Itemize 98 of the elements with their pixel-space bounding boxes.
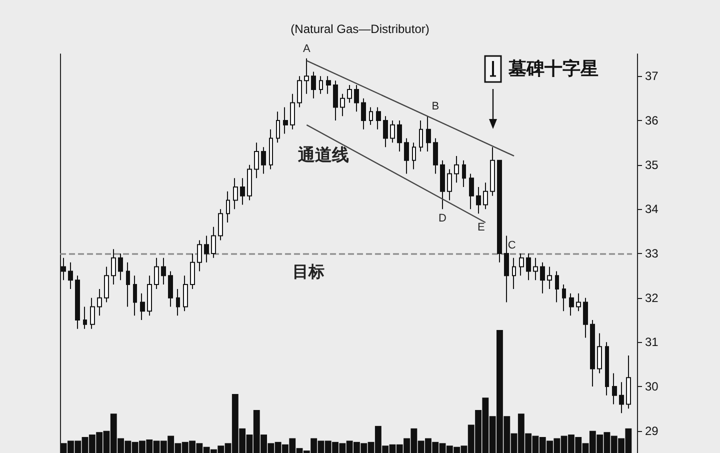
- candlestick: [276, 111, 280, 144]
- candlestick: [605, 342, 609, 396]
- candlestick: [526, 253, 531, 281]
- candlestick: [519, 253, 524, 276]
- candlestick: [104, 266, 109, 303]
- candlestick: [412, 142, 416, 170]
- candlestick: [469, 173, 474, 210]
- candlestick: [497, 160, 502, 263]
- candlestick: [197, 240, 202, 272]
- candlestick: [390, 120, 395, 144]
- chart-title: (Natural Gas—Distributor): [290, 22, 430, 36]
- candlestick: [533, 257, 538, 281]
- candlestick: [240, 178, 245, 206]
- candlestick: [254, 142, 259, 179]
- candlestick: [111, 248, 116, 286]
- candlestick: [376, 106, 381, 130]
- candlestick: [490, 146, 495, 196]
- ref-line-label: 目标: [292, 262, 324, 281]
- candlestick: [583, 297, 588, 338]
- y-tick-label: 29: [645, 424, 659, 438]
- candlestick: [590, 320, 595, 387]
- candlestick: [290, 93, 295, 130]
- candlestick: [311, 71, 316, 99]
- candlestick: [612, 372, 617, 405]
- candlestick: [361, 98, 366, 130]
- candlestick: [476, 186, 481, 214]
- candlestick: [133, 275, 137, 316]
- annotation: 通道线: [297, 146, 350, 166]
- candlestick: [547, 266, 552, 290]
- candlestick: [61, 257, 66, 281]
- candlestick: [326, 76, 331, 94]
- y-tick-label: 30: [645, 380, 659, 394]
- candlestick: [397, 120, 402, 152]
- candlestick: [161, 257, 166, 286]
- candlestick: [233, 178, 238, 210]
- candlestick: [433, 138, 438, 174]
- y-tick-label: 32: [645, 290, 659, 305]
- candlestick: [340, 93, 345, 117]
- candlestick: [504, 235, 509, 303]
- candlestick: [626, 354, 631, 410]
- candlestick: [218, 208, 223, 241]
- candlestick: [354, 84, 359, 112]
- candlestick: [126, 262, 130, 308]
- candlestick: [319, 76, 323, 94]
- candlestick: [168, 270, 173, 308]
- candlestick: [619, 382, 624, 414]
- annotation: 墓碑十字星: [508, 58, 599, 80]
- candlestick: [75, 275, 80, 330]
- candlestick: [190, 253, 195, 290]
- candlestick: [97, 288, 102, 316]
- candlestick: [562, 284, 566, 312]
- y-tick-label: 34: [645, 202, 659, 216]
- candlestick: [597, 332, 602, 374]
- candlestick: [226, 190, 230, 223]
- candlestick: [283, 106, 288, 134]
- candlestick: [540, 262, 545, 294]
- candlestick: [118, 253, 123, 281]
- annotation: C: [508, 239, 516, 252]
- candlestick: [176, 288, 180, 316]
- candlestick: [269, 128, 273, 170]
- candlestick: [204, 235, 209, 263]
- candlestick: [512, 257, 516, 290]
- candlestick: [569, 292, 574, 316]
- y-tick-label: 31: [645, 335, 659, 350]
- candlestick: [454, 155, 459, 184]
- candlestick: [419, 120, 423, 152]
- candlestick: [404, 138, 409, 174]
- candlestick: [304, 58, 309, 94]
- y-tick-label: 36: [645, 114, 659, 128]
- candlestick: [483, 182, 488, 210]
- candlestick: [447, 168, 452, 201]
- candlestick: [297, 76, 302, 108]
- candlestick: [383, 116, 388, 148]
- y-tick-label: 35: [645, 158, 659, 172]
- candlestick: [247, 164, 252, 201]
- candlestick: [333, 80, 338, 121]
- annotation: A: [303, 42, 312, 55]
- candlestick: [140, 292, 145, 320]
- candlestick: [183, 275, 188, 312]
- candlestick: [426, 116, 431, 152]
- y-tick-label: 37: [645, 69, 659, 84]
- candlestick: [211, 226, 216, 258]
- candlestick: [347, 84, 352, 104]
- candlestick: [261, 146, 266, 174]
- candlestick: [440, 160, 445, 210]
- candlestick: [83, 306, 87, 330]
- y-tick-label: 33: [645, 246, 659, 260]
- annotation: E: [477, 222, 485, 234]
- annotation: D: [438, 212, 447, 225]
- candlestick: [369, 106, 373, 126]
- candlestick: [90, 297, 95, 330]
- candlestick: [576, 292, 581, 312]
- candlestick: [147, 275, 152, 316]
- annotation: B: [432, 100, 440, 113]
- candlestick: [462, 160, 466, 188]
- candlestick: [154, 257, 159, 290]
- candlestick: [555, 270, 559, 303]
- candlestick: [68, 262, 73, 290]
